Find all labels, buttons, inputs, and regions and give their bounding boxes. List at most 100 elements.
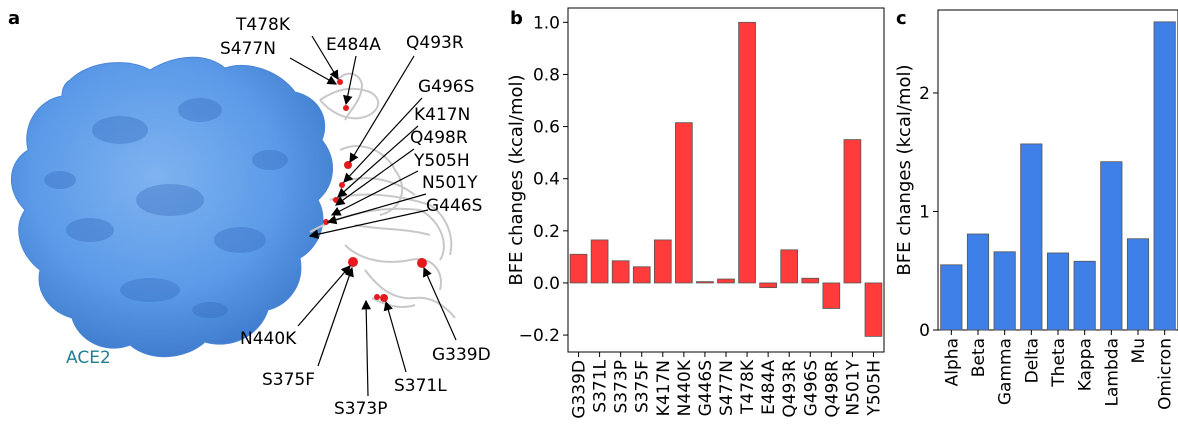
mutation-label: S477N bbox=[220, 39, 276, 59]
chart-b-bar-g446s bbox=[696, 281, 714, 284]
chart-c-xtick-label: Theta bbox=[1049, 338, 1069, 388]
annotation-k417n: K417N bbox=[337, 105, 470, 198]
chart-b-bar-g339d bbox=[569, 253, 588, 284]
annotation-s371l: S371L bbox=[383, 300, 447, 396]
site-k417n bbox=[333, 197, 339, 203]
annotation-q498r: Q498R bbox=[335, 128, 468, 206]
panel-c: c 0 1 2 Alpha Beta Gamma Delta Theta Kappa Lambda… bbox=[894, 8, 1178, 410]
annotation-s477n: S477N bbox=[220, 39, 338, 85]
rbd-ribbon bbox=[309, 72, 456, 319]
chart-b-bar-s477n bbox=[717, 278, 735, 284]
site-t478k bbox=[337, 79, 343, 85]
panel-c-letter: c bbox=[896, 8, 907, 29]
chart-b-xtick-label: T478K bbox=[738, 359, 758, 415]
annotation-e484a: E484A bbox=[326, 35, 381, 106]
ace2-surface bbox=[10, 56, 334, 358]
chart-c-bar-delta bbox=[1020, 143, 1043, 331]
annotation-q493r: Q493R bbox=[349, 33, 464, 164]
chart-c-ylabel: BFE changes (kcal/mol) bbox=[894, 64, 915, 275]
chart-b-xtick-label: K417N bbox=[654, 360, 674, 416]
chart-c-xtick-label: Alpha bbox=[942, 338, 962, 386]
chart-b-bar-s371l bbox=[590, 239, 609, 284]
chart-c-ytick-label: 0 bbox=[919, 321, 930, 341]
chart-b-bar-n440k bbox=[675, 122, 693, 284]
chart-c-xtick-label: Mu bbox=[1129, 338, 1149, 363]
annotation-y505h: Y505H bbox=[330, 151, 470, 216]
chart-c-xtick-label: Gamma bbox=[996, 338, 1016, 405]
annotation-n501y: N501Y bbox=[326, 173, 478, 225]
site-s371l bbox=[380, 294, 388, 302]
chart-b-ytick-label: −0.2 bbox=[519, 326, 560, 346]
mutation-label: Q493R bbox=[406, 33, 464, 53]
mutation-label: S375F bbox=[262, 370, 315, 390]
chart-b-bar-q498r bbox=[822, 282, 841, 309]
chart-c-bar-gamma bbox=[993, 251, 1016, 331]
mutation-label: K417N bbox=[414, 105, 470, 125]
chart-c-bar-kappa bbox=[1073, 260, 1096, 331]
mutation-label: G446S bbox=[426, 196, 482, 216]
mutation-sites bbox=[323, 79, 427, 302]
mutation-label: Q498R bbox=[410, 128, 468, 148]
chart-c-ytick-label: 1 bbox=[919, 202, 930, 222]
chart-c-xtick-label: Lambda bbox=[1102, 338, 1122, 406]
chart-b-ytick-label: 0.2 bbox=[533, 222, 560, 242]
site-g339d bbox=[417, 258, 427, 268]
mutation-label: E484A bbox=[326, 35, 381, 55]
chart-b-plot: −0.2 0.0 0.2 0.4 0.6 0.8 1.0 G339D S371L S373P S37… bbox=[506, 7, 885, 419]
panel-b-letter: b bbox=[510, 8, 523, 29]
chart-b-xtick-label: S477N bbox=[717, 360, 737, 416]
chart-b-xtick-label: Q493R bbox=[780, 360, 800, 418]
panel-a: a ACE2 bbox=[8, 8, 491, 419]
site-g496s bbox=[339, 182, 345, 188]
site-q493r bbox=[344, 161, 352, 169]
annotation-g496s: G496S bbox=[343, 77, 474, 183]
chart-b-bar-s373p bbox=[611, 260, 630, 284]
chart-b-bar-g496s bbox=[801, 277, 820, 284]
ace2-surface-texture bbox=[44, 98, 288, 318]
mutation-label: S373P bbox=[334, 399, 388, 419]
chart-b-ytick-label: 1.0 bbox=[533, 13, 560, 33]
chart-b-bar-q493r bbox=[780, 249, 799, 284]
chart-b-xtick-label: N440K bbox=[675, 359, 695, 416]
site-n440k bbox=[348, 257, 358, 267]
chart-c-xtick-label: Delta bbox=[1022, 338, 1042, 383]
chart-c-bar-omicron bbox=[1153, 21, 1176, 331]
mutation-annotations: T478K S477N E484A Q493R G496S K417N bbox=[220, 15, 491, 419]
chart-b-bar-k417n bbox=[653, 239, 672, 284]
chart-c-bar-mu bbox=[1126, 238, 1150, 331]
chart-b-bar-s375f bbox=[632, 266, 651, 284]
chart-b-ylabel: BFE changes (kcal/mol) bbox=[506, 74, 527, 285]
chart-b-xtick-label: E484A bbox=[759, 360, 779, 415]
annotation-g339d: G339D bbox=[423, 266, 491, 365]
chart-b-bar-y505h bbox=[864, 282, 883, 337]
chart-c-bar-beta bbox=[966, 233, 990, 331]
chart-b-bar-n501y bbox=[843, 139, 862, 284]
mutation-label: T478K bbox=[235, 15, 291, 35]
chart-b-xtick-label: Y505H bbox=[864, 360, 884, 417]
chart-b-xtick-label: S375F bbox=[633, 360, 653, 413]
chart-c-bar-lambda bbox=[1100, 161, 1123, 331]
chart-b-xtick-label: S371L bbox=[591, 359, 611, 412]
chart-b-bar-t478k bbox=[738, 21, 756, 284]
chart-b-bar-e484a bbox=[759, 282, 777, 289]
ace2-label: ACE2 bbox=[66, 348, 111, 368]
mutation-label: N440K bbox=[240, 329, 297, 349]
chart-b-ytick-label: 0.8 bbox=[533, 65, 560, 85]
mutation-label: N501Y bbox=[422, 173, 478, 193]
panel-a-letter: a bbox=[8, 8, 20, 29]
annotation-g446s: G446S bbox=[308, 196, 482, 239]
chart-b-xtick-label: G446S bbox=[696, 360, 716, 416]
chart-c-bar-alpha bbox=[940, 264, 963, 331]
mutation-label: S371L bbox=[394, 376, 447, 396]
chart-b-xtick-label: N501Y bbox=[843, 359, 863, 415]
chart-c-xtick-label: Beta bbox=[969, 338, 989, 377]
annotation-t478k: T478K bbox=[235, 15, 339, 81]
site-e484a bbox=[343, 105, 349, 111]
annotation-n440k: N440K bbox=[240, 265, 351, 349]
chart-b-xtick-label: S373P bbox=[612, 360, 632, 414]
chart-b-ytick-label: 0.4 bbox=[533, 170, 560, 190]
chart-c-ytick-label: 2 bbox=[919, 84, 930, 104]
chart-b-ytick-label: 0.0 bbox=[533, 274, 560, 294]
